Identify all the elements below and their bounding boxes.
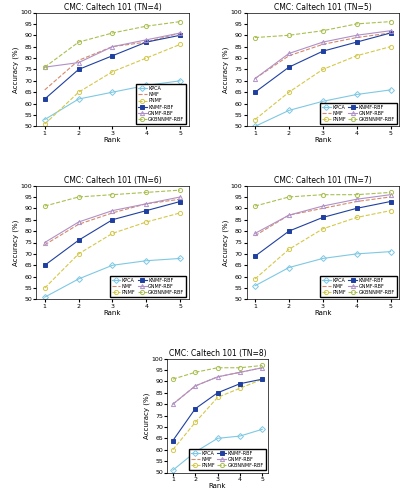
Title: CMC: Caltech 101 (TN=4): CMC: Caltech 101 (TN=4) bbox=[64, 2, 161, 12]
Y-axis label: Accuracy (%): Accuracy (%) bbox=[223, 220, 229, 266]
Legend: KPCA, NMF, PNMF, KNMF-RBF, GNMF-RBF, GKBNNMF-RBF: KPCA, NMF, PNMF, KNMF-RBF, GNMF-RBF, GKB… bbox=[110, 276, 186, 297]
Legend: KPCA, NMF, PNMF, KNMF-RBF, GNMF-RBF, GKBNNMF-RBF: KPCA, NMF, PNMF, KNMF-RBF, GNMF-RBF, GKB… bbox=[320, 102, 397, 124]
X-axis label: Rank: Rank bbox=[104, 137, 121, 143]
Title: CMC: Caltech 101 (TN=5): CMC: Caltech 101 (TN=5) bbox=[274, 2, 372, 12]
X-axis label: Rank: Rank bbox=[314, 310, 332, 316]
Y-axis label: Accuracy (%): Accuracy (%) bbox=[12, 46, 19, 92]
Legend: KPCA, NMF, PNMF, KNMF-RBF, GNMF-RBF, GKBNNMF-RBF: KPCA, NMF, PNMF, KNMF-RBF, GNMF-RBF, GKB… bbox=[136, 84, 186, 124]
Title: CMC: Caltech 101 (TN=7): CMC: Caltech 101 (TN=7) bbox=[274, 176, 372, 185]
Y-axis label: Accuracy (%): Accuracy (%) bbox=[143, 392, 150, 439]
Y-axis label: Accuracy (%): Accuracy (%) bbox=[12, 220, 19, 266]
Y-axis label: Accuracy (%): Accuracy (%) bbox=[223, 46, 229, 92]
Title: CMC: Caltech 101 (TN=6): CMC: Caltech 101 (TN=6) bbox=[64, 176, 161, 185]
X-axis label: Rank: Rank bbox=[314, 137, 332, 143]
Title: CMC: Caltech 101 (TN=8): CMC: Caltech 101 (TN=8) bbox=[169, 349, 266, 358]
X-axis label: Rank: Rank bbox=[209, 483, 226, 489]
Legend: KPCA, NMF, PNMF, KNMF-RBF, GNMF-RBF, GKBNNMF-RBF: KPCA, NMF, PNMF, KNMF-RBF, GNMF-RBF, GKB… bbox=[320, 276, 397, 297]
X-axis label: Rank: Rank bbox=[104, 310, 121, 316]
Legend: KPCA, NMF, PNMF, KNMF-RBF, GNMF-RBF, GKBNNMF-RBF: KPCA, NMF, PNMF, KNMF-RBF, GNMF-RBF, GKB… bbox=[189, 449, 266, 470]
